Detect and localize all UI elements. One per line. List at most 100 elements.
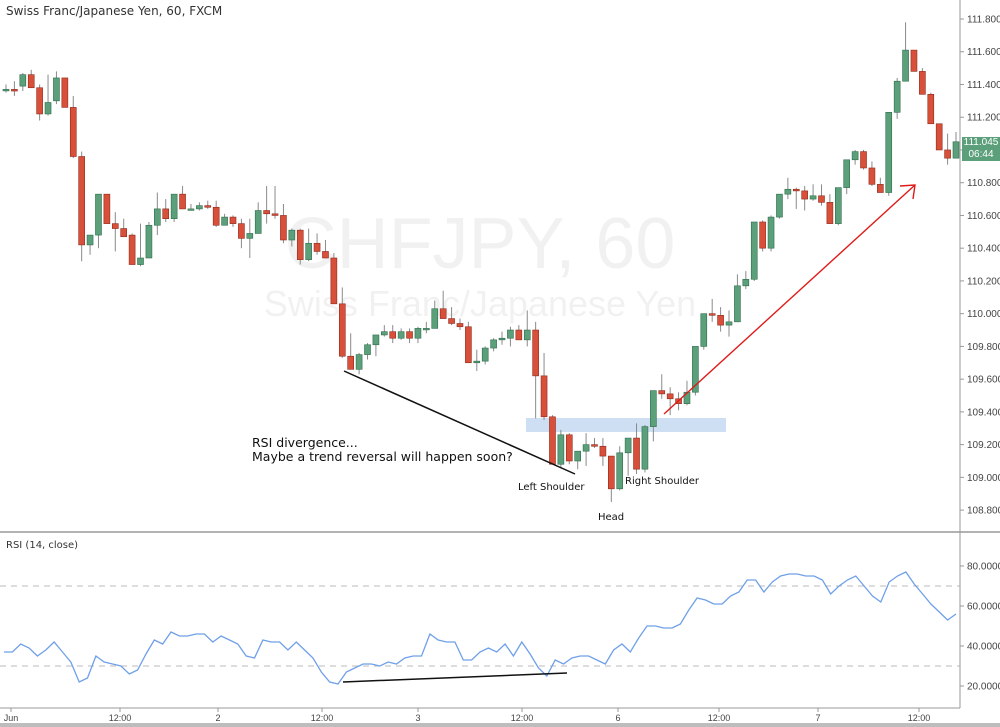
- candle: [809, 184, 817, 201]
- candle: [355, 352, 363, 375]
- price-tick-label: 111.200: [967, 113, 1000, 124]
- candle: [927, 92, 935, 125]
- candle: [414, 326, 422, 344]
- price-tick-label: 110.600: [967, 211, 1000, 222]
- time-tick-label: 2: [215, 713, 220, 723]
- time-tick-label: 7: [815, 713, 820, 723]
- time-tick-label: 12:00: [908, 713, 931, 723]
- candle: [498, 331, 506, 345]
- candle: [641, 424, 649, 473]
- price-tick-label: 109.000: [967, 473, 1000, 484]
- candle: [431, 300, 439, 329]
- candle: [61, 77, 69, 108]
- candle: [650, 390, 657, 442]
- candle: [910, 49, 918, 72]
- candle: [238, 218, 245, 249]
- price-tick-label: 110.400: [967, 244, 1000, 255]
- candle: [406, 328, 413, 344]
- candle: [271, 185, 279, 219]
- candle: [78, 151, 85, 262]
- candle: [313, 233, 321, 255]
- uptrend-arrow: [663, 184, 916, 415]
- time-tick-label: 3: [415, 713, 420, 723]
- price-axis[interactable]: 111.800111.600111.400111.200111.000110.8…: [960, 15, 1000, 517]
- candle: [137, 223, 144, 267]
- candlestick-series: [2, 22, 960, 502]
- time-tick-label: 6: [615, 713, 620, 723]
- candle: [919, 68, 926, 95]
- candle: [633, 423, 640, 475]
- candle: [481, 346, 489, 365]
- right-shoulder-label: Right Shoulder: [625, 476, 700, 487]
- candle: [154, 192, 161, 236]
- candle: [372, 334, 380, 357]
- candle: [608, 455, 615, 502]
- price-tick-label: 109.400: [967, 407, 1000, 418]
- candle: [860, 149, 867, 170]
- candle: [742, 271, 750, 290]
- watermark-symbol: CHFJPY, 60: [285, 204, 676, 284]
- candle: [708, 298, 716, 322]
- candle: [397, 328, 405, 340]
- candle: [439, 290, 447, 319]
- price-tick-label: 110.200: [967, 276, 1000, 287]
- candle: [490, 338, 497, 352]
- candle: [95, 193, 102, 249]
- candle: [507, 326, 514, 347]
- time-axis[interactable]: Jun 12:00 2 12:00 3 12:00 6 12:00 7 12:00: [4, 708, 931, 723]
- candle: [666, 387, 674, 416]
- candle: [423, 321, 430, 334]
- candle: [776, 193, 783, 219]
- candle: [36, 84, 43, 121]
- neckline-zone: [526, 418, 726, 432]
- candle: [599, 438, 607, 466]
- time-tick-label: 12:00: [311, 713, 334, 723]
- candle: [187, 203, 195, 211]
- candle: [246, 218, 254, 259]
- candle: [944, 133, 951, 165]
- price-tick-label: 109.600: [967, 375, 1000, 386]
- candle: [952, 131, 960, 159]
- candle: [44, 74, 52, 116]
- candle: [818, 184, 825, 206]
- rsi-tick-label: 80.0000: [967, 562, 1000, 573]
- candle: [69, 95, 77, 159]
- candle: [532, 321, 539, 419]
- candle: [338, 287, 346, 358]
- candle: [574, 450, 581, 470]
- candle: [935, 123, 943, 151]
- candle: [221, 213, 228, 226]
- candle: [280, 203, 287, 244]
- rsi-axis[interactable]: 80.0000 60.0000 40.0000 20.0000: [960, 562, 1000, 693]
- candle: [868, 161, 876, 186]
- candle: [448, 307, 455, 326]
- candle: [750, 221, 758, 281]
- price-tick-label: 109.800: [967, 342, 1000, 353]
- candle: [725, 310, 733, 337]
- candle: [616, 446, 624, 491]
- candle: [851, 149, 859, 165]
- last-price-tag: 111.045: [962, 137, 1000, 149]
- candle: [767, 215, 775, 252]
- candle: [658, 374, 666, 399]
- candle: [103, 193, 111, 224]
- candle: [254, 202, 262, 234]
- candle: [565, 433, 573, 465]
- divergence-note-line2: Maybe a trend reversal will happen soon?: [252, 449, 513, 464]
- candle: [53, 71, 60, 105]
- watermark-name: Swiss Franc/Japanese Yen: [264, 283, 696, 324]
- candle: [86, 234, 94, 255]
- candle: [523, 310, 531, 347]
- price-tick-label: 109.200: [967, 440, 1000, 451]
- time-tick-label: 12:00: [109, 713, 132, 723]
- candle: [885, 112, 893, 196]
- price-tick-label: 111.600: [967, 47, 1000, 58]
- candle: [288, 228, 296, 247]
- candle: [145, 221, 153, 259]
- rsi-tick-label: 20.0000: [967, 682, 1000, 693]
- candle: [826, 194, 834, 224]
- candle: [540, 352, 548, 421]
- rsi-tick-label: 40.0000: [967, 642, 1000, 653]
- price-divergence-line: [343, 370, 576, 475]
